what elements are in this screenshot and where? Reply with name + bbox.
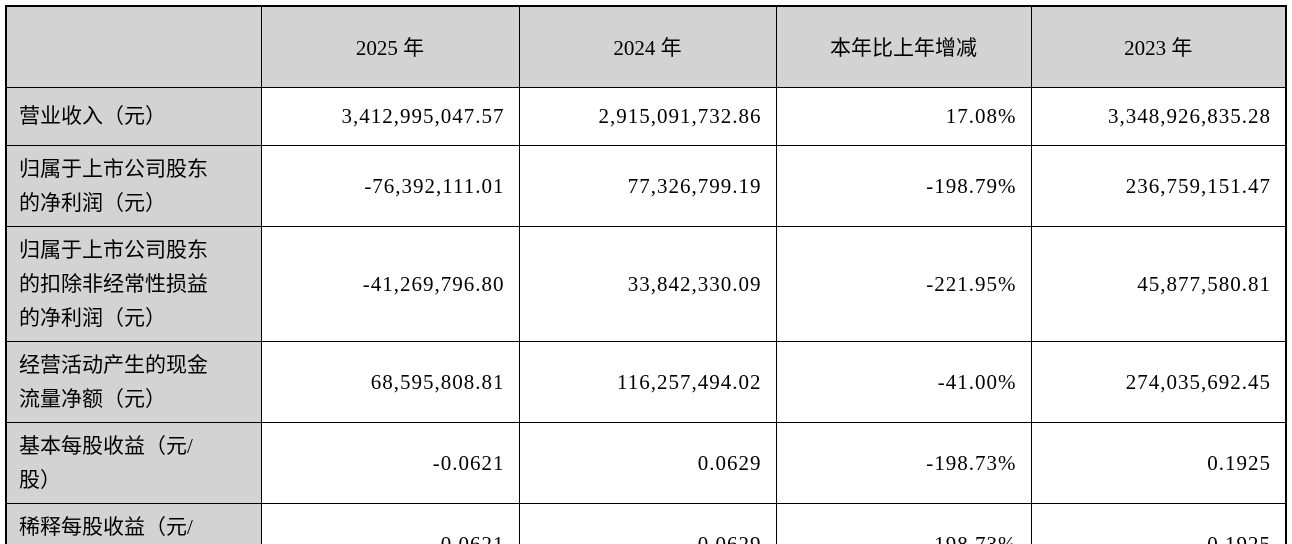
data-cell: -0.0621	[260, 421, 520, 504]
column-header-empty	[5, 5, 262, 88]
table-row-net-profit-excl-nonrecurring: 归属于上市公司股东 的扣除非经常性损益 的净利润（元） -41,269,796.…	[5, 225, 1287, 342]
row-label: 归属于上市公司股东 的净利润（元）	[5, 144, 262, 227]
data-cell: 0.1925	[1030, 502, 1287, 544]
column-header-year-2023: 2023 年	[1030, 5, 1287, 88]
table-row-diluted-eps: 稀释每股收益（元/ 股） -0.0621 0.0629 -198.73% 0.1…	[5, 502, 1287, 544]
data-cell: -198.73%	[775, 421, 1032, 504]
row-label: 营业收入（元）	[5, 86, 262, 146]
data-cell: 77,326,799.19	[518, 144, 777, 227]
column-header-year-2025: 2025 年	[260, 5, 520, 88]
data-cell: 17.08%	[775, 86, 1032, 146]
data-cell: -198.73%	[775, 502, 1032, 544]
table-row-net-profit: 归属于上市公司股东 的净利润（元） -76,392,111.01 77,326,…	[5, 144, 1287, 227]
row-label: 基本每股收益（元/ 股）	[5, 421, 262, 504]
data-cell: -198.79%	[775, 144, 1032, 227]
row-label: 归属于上市公司股东 的扣除非经常性损益 的净利润（元）	[5, 225, 262, 342]
data-cell: -41.00%	[775, 340, 1032, 423]
data-cell: 0.1925	[1030, 421, 1287, 504]
row-label: 经营活动产生的现金 流量净额（元）	[5, 340, 262, 423]
data-cell: 0.0629	[518, 421, 777, 504]
data-cell: -221.95%	[775, 225, 1032, 342]
data-cell: 0.0629	[518, 502, 777, 544]
data-cell: -0.0621	[260, 502, 520, 544]
column-header-year-2024: 2024 年	[518, 5, 777, 88]
data-cell: 3,348,926,835.28	[1030, 86, 1287, 146]
data-cell: 33,842,330.09	[518, 225, 777, 342]
data-cell: 2,915,091,732.86	[518, 86, 777, 146]
financial-summary-table: 2025 年 2024 年 本年比上年增减 2023 年 营业收入（元） 3,4…	[5, 5, 1287, 544]
data-cell: 236,759,151.47	[1030, 144, 1287, 227]
data-cell: 116,257,494.02	[518, 340, 777, 423]
table-row-operating-cash-flow: 经营活动产生的现金 流量净额（元） 68,595,808.81 116,257,…	[5, 340, 1287, 423]
table-row-operating-revenue: 营业收入（元） 3,412,995,047.57 2,915,091,732.8…	[5, 86, 1287, 146]
data-cell: 3,412,995,047.57	[260, 86, 520, 146]
data-cell: -76,392,111.01	[260, 144, 520, 227]
data-cell: 274,035,692.45	[1030, 340, 1287, 423]
data-cell: 68,595,808.81	[260, 340, 520, 423]
header-row: 2025 年 2024 年 本年比上年增减 2023 年	[5, 5, 1287, 88]
column-header-yoy-change: 本年比上年增减	[775, 5, 1032, 88]
data-cell: -41,269,796.80	[260, 225, 520, 342]
row-label: 稀释每股收益（元/ 股）	[5, 502, 262, 544]
data-cell: 45,877,580.81	[1030, 225, 1287, 342]
table-row-basic-eps: 基本每股收益（元/ 股） -0.0621 0.0629 -198.73% 0.1…	[5, 421, 1287, 504]
